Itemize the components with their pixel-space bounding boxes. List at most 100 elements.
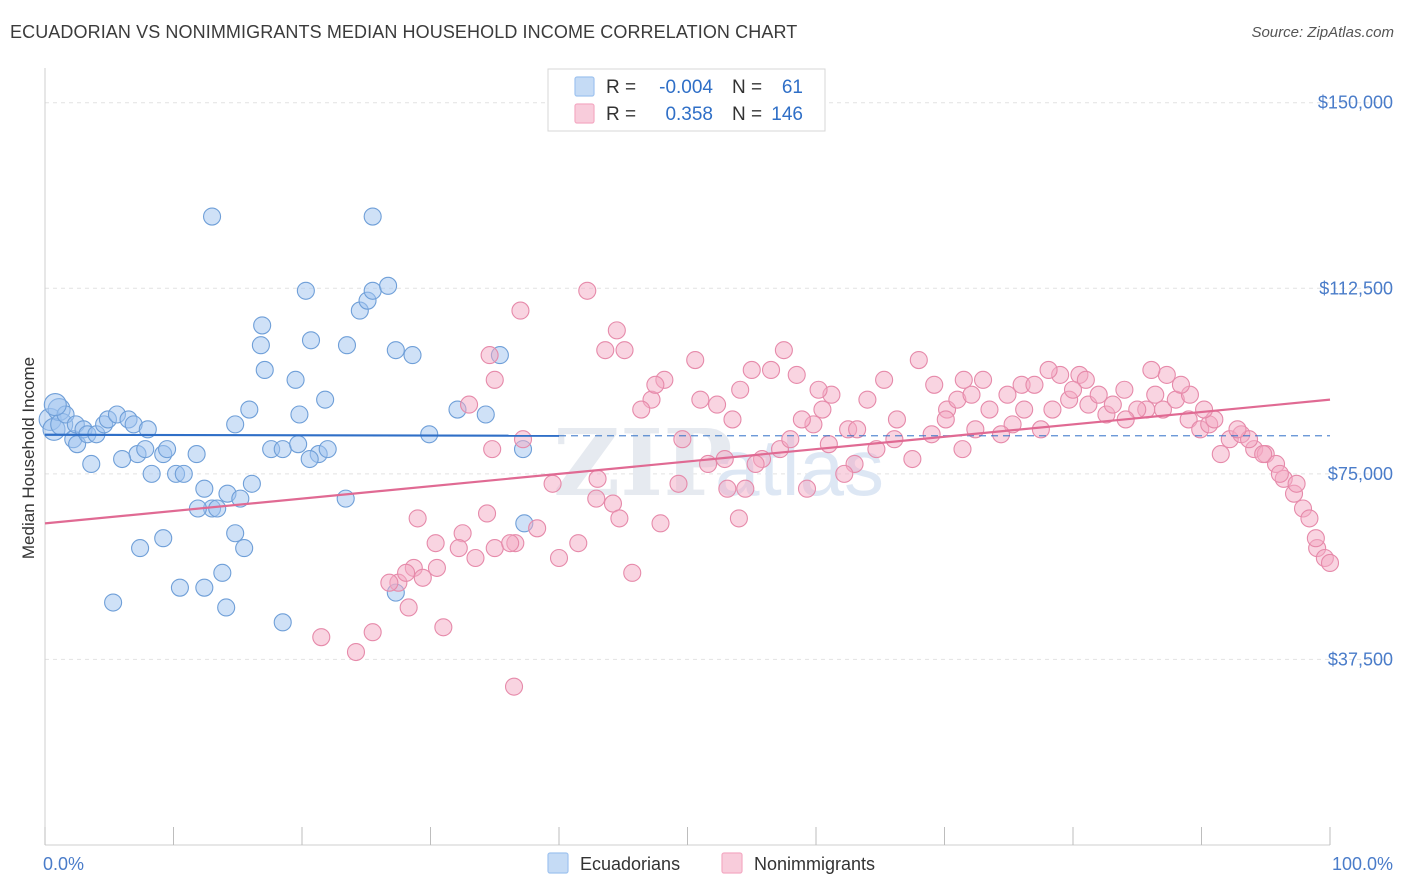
data-point [925, 375, 944, 394]
data-point [991, 425, 1011, 444]
correlation-legend: R = -0.004 N = 61 R = 0.358 N = 146 [547, 68, 826, 132]
data-point [848, 420, 867, 439]
data-point [736, 479, 755, 498]
data-point [936, 410, 955, 429]
data-point [1287, 474, 1306, 493]
data-point [669, 474, 688, 493]
data-point [1015, 400, 1034, 419]
trend-line-0 [44, 433, 560, 437]
data-point [885, 430, 904, 449]
y-tick-label-2: $112,500 [1319, 278, 1393, 298]
series-1-points [312, 281, 1340, 696]
data-point [170, 578, 189, 597]
data-point [819, 435, 838, 454]
data-point [718, 479, 737, 498]
bottom-legend-swatch-ecuadorians [547, 852, 569, 874]
legend-r-label-0: R = [606, 77, 636, 98]
data-point [1320, 553, 1340, 572]
legend-r-value-1: 0.358 [665, 104, 713, 125]
data-point [1179, 410, 1198, 429]
y-tick-label-3: $150,000 [1318, 93, 1393, 113]
data-point [289, 435, 308, 454]
data-point [226, 415, 245, 434]
data-point [380, 573, 399, 592]
y-tick-labels: $37,500 $75,000 $112,500 $150,000 [1318, 93, 1393, 670]
data-point [691, 390, 710, 409]
data-point [399, 598, 418, 617]
data-point [980, 400, 999, 419]
data-point [466, 548, 485, 568]
data-point [909, 351, 928, 370]
data-point [742, 360, 761, 380]
data-point [138, 420, 157, 439]
data-point [887, 410, 907, 429]
data-point [792, 410, 811, 429]
data-point [235, 539, 254, 558]
data-point [1076, 370, 1095, 389]
data-point [449, 539, 468, 558]
data-point [273, 613, 292, 632]
data-point [1306, 529, 1325, 548]
data-point [174, 464, 193, 483]
data-point [651, 514, 670, 533]
data-point [729, 509, 748, 528]
data-point [187, 445, 206, 464]
data-point [251, 336, 270, 355]
data-point [809, 380, 828, 399]
data-point [708, 395, 727, 414]
trend-lines [44, 398, 1331, 525]
data-point [1300, 509, 1319, 528]
data-point [131, 539, 150, 558]
data-point [504, 677, 524, 696]
data-point [962, 385, 981, 404]
data-point [453, 524, 472, 543]
data-point [543, 474, 562, 493]
data-point [813, 400, 832, 419]
data-point [379, 276, 398, 295]
data-point [646, 375, 665, 394]
data-point [427, 558, 446, 577]
bottom-legend-label-ecuadorians: Ecuadorians [580, 854, 680, 874]
data-point [485, 539, 504, 558]
data-point [998, 385, 1017, 404]
legend-n-value-0: 61 [782, 77, 803, 98]
data-point [255, 360, 274, 380]
data-point [1003, 415, 1022, 434]
data-point [142, 464, 161, 483]
data-point [588, 469, 607, 488]
data-point [1142, 360, 1161, 380]
data-point [835, 464, 854, 483]
data-point [242, 474, 261, 493]
data-point [973, 370, 993, 389]
bottom-legend-swatch-nonimmigrants [721, 852, 743, 874]
data-point [787, 365, 806, 384]
data-point [1270, 464, 1289, 483]
data-point [513, 430, 533, 449]
legend-r-label-1: R = [606, 104, 636, 125]
data-point [300, 449, 319, 469]
data-point [578, 281, 597, 300]
data-point [480, 346, 499, 365]
data-point [1157, 365, 1176, 384]
x-tick-label-0: 0.0% [43, 854, 84, 874]
data-point [477, 504, 497, 523]
data-point [569, 534, 588, 553]
data-point [231, 489, 250, 508]
data-point [426, 534, 445, 553]
data-point [1153, 400, 1172, 419]
data-point [1171, 375, 1190, 394]
data-point [587, 489, 606, 508]
data-point [953, 440, 972, 459]
data-point [203, 207, 222, 226]
data-point [82, 454, 101, 474]
data-point [1211, 445, 1230, 464]
data-point [337, 336, 357, 355]
legend-swatch-nonimmigrants [574, 103, 595, 124]
y-tick-label-1: $75,000 [1328, 464, 1393, 484]
data-point [296, 281, 315, 300]
y-tick-label-0: $37,500 [1328, 649, 1393, 669]
data-point [1195, 400, 1214, 419]
data-point [731, 380, 750, 399]
data-point [1089, 385, 1108, 404]
